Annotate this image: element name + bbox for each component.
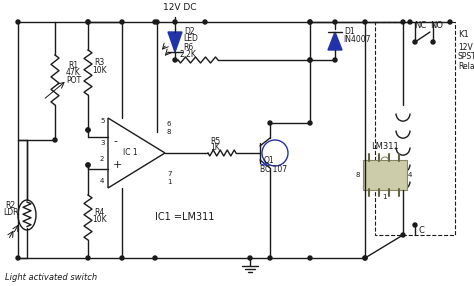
Circle shape <box>401 233 405 237</box>
Circle shape <box>86 163 90 167</box>
Text: -: - <box>113 136 117 146</box>
Circle shape <box>86 128 90 132</box>
Circle shape <box>86 128 90 132</box>
Circle shape <box>16 256 20 260</box>
Circle shape <box>173 58 177 62</box>
Polygon shape <box>328 32 342 50</box>
Circle shape <box>53 138 57 142</box>
Text: 10K: 10K <box>92 66 107 75</box>
Circle shape <box>173 20 177 24</box>
Circle shape <box>308 58 312 62</box>
Circle shape <box>308 121 312 125</box>
Circle shape <box>153 20 157 24</box>
Text: 7: 7 <box>167 171 172 177</box>
Text: 1: 1 <box>167 179 172 185</box>
Text: R1: R1 <box>68 61 78 70</box>
Circle shape <box>413 40 417 44</box>
Circle shape <box>203 20 207 24</box>
Text: K1: K1 <box>458 30 469 39</box>
Circle shape <box>448 20 452 24</box>
Text: +: + <box>113 160 122 170</box>
Text: 8: 8 <box>356 172 361 178</box>
Circle shape <box>363 256 367 260</box>
Polygon shape <box>168 32 182 52</box>
Text: 47K: 47K <box>66 68 81 77</box>
Circle shape <box>363 20 367 24</box>
Circle shape <box>120 256 124 260</box>
Text: D2: D2 <box>184 27 195 36</box>
Text: R5: R5 <box>210 137 220 146</box>
Text: 4: 4 <box>408 172 412 178</box>
Text: 3: 3 <box>100 140 104 146</box>
Circle shape <box>16 20 20 24</box>
Circle shape <box>155 20 159 24</box>
Text: R2: R2 <box>5 201 15 210</box>
Text: 4: 4 <box>100 178 104 184</box>
Circle shape <box>86 163 90 167</box>
Text: NO: NO <box>430 21 444 30</box>
Circle shape <box>268 121 272 125</box>
Text: IN4007: IN4007 <box>343 35 371 44</box>
Text: POT: POT <box>66 76 81 85</box>
Text: 1K: 1K <box>210 143 220 152</box>
Text: D1: D1 <box>344 27 355 36</box>
Text: 10K: 10K <box>92 215 107 224</box>
Text: Light activated switch: Light activated switch <box>5 273 97 282</box>
Circle shape <box>268 256 272 260</box>
Text: IC 1: IC 1 <box>123 148 137 157</box>
Circle shape <box>333 20 337 24</box>
Text: 2.2K: 2.2K <box>180 50 197 59</box>
Circle shape <box>431 40 435 44</box>
Text: 6: 6 <box>167 121 172 127</box>
Text: SPST: SPST <box>458 52 474 61</box>
Text: LM311: LM311 <box>371 142 399 151</box>
Text: BC 107: BC 107 <box>260 165 287 174</box>
Text: 1: 1 <box>382 194 386 200</box>
Text: Relay: Relay <box>458 62 474 71</box>
Circle shape <box>308 20 312 24</box>
Text: R6: R6 <box>183 43 193 52</box>
Circle shape <box>363 256 367 260</box>
Text: 12V: 12V <box>458 43 473 52</box>
Circle shape <box>401 20 405 24</box>
Circle shape <box>86 20 90 24</box>
Text: R4: R4 <box>94 208 104 217</box>
Text: 5: 5 <box>100 118 104 124</box>
Circle shape <box>308 20 312 24</box>
Text: 2: 2 <box>100 156 104 162</box>
Text: R3: R3 <box>94 58 104 67</box>
Circle shape <box>120 20 124 24</box>
Text: LED: LED <box>183 34 198 43</box>
Text: IC1 =LM311: IC1 =LM311 <box>155 212 214 222</box>
Circle shape <box>408 20 412 24</box>
Text: NC: NC <box>414 21 426 30</box>
Text: Q1: Q1 <box>264 156 274 165</box>
Circle shape <box>153 256 157 260</box>
Bar <box>375 22 455 235</box>
Circle shape <box>248 256 252 260</box>
Text: LDR: LDR <box>3 208 18 217</box>
Text: 12V DC: 12V DC <box>163 3 197 12</box>
Circle shape <box>413 223 417 227</box>
FancyBboxPatch shape <box>363 160 407 190</box>
Circle shape <box>308 58 312 62</box>
Circle shape <box>86 256 90 260</box>
Circle shape <box>308 256 312 260</box>
Circle shape <box>333 58 337 62</box>
Text: 8: 8 <box>167 129 172 135</box>
Circle shape <box>86 20 90 24</box>
Text: C: C <box>419 226 425 235</box>
